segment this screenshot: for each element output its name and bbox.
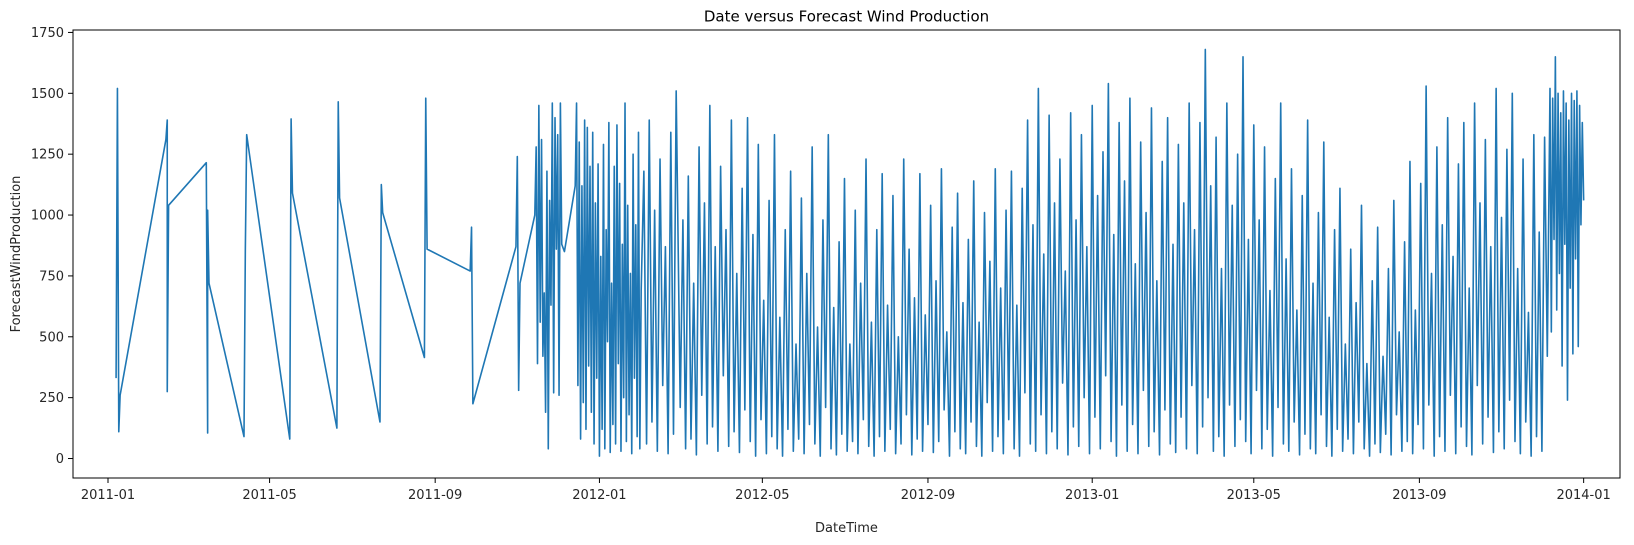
y-tick-label: 1750 <box>31 26 64 41</box>
y-tick-label: 1250 <box>31 148 64 163</box>
x-tick-label: 2013-09 <box>1392 488 1446 503</box>
y-tick-label: 750 <box>39 269 64 284</box>
series-layer <box>115 48 1585 457</box>
x-tick-label: 2013-05 <box>1227 488 1281 503</box>
x-tick-label: 2011-01 <box>81 488 135 503</box>
y-tick-label: 250 <box>39 391 64 406</box>
series-line-0 <box>115 48 1585 457</box>
x-tick-label: 2011-09 <box>408 488 462 503</box>
chart-title: Date versus Forecast Wind Production <box>704 8 989 26</box>
x-tick-label: 2014-01 <box>1556 488 1610 503</box>
y-tick-label: 500 <box>39 330 64 345</box>
y-axis-ticks: 0 250 500 750 1000 1250 1500 1750 <box>31 26 73 467</box>
y-tick-label: 0 <box>56 452 64 467</box>
x-tick-label: 2013-01 <box>1065 488 1119 503</box>
y-tick-label: 1000 <box>31 209 64 224</box>
plot-area <box>72 29 1621 479</box>
y-axis-title: ForecastWindProduction <box>9 176 24 333</box>
x-tick-label: 2012-09 <box>901 488 955 503</box>
x-tick-label: 2011-05 <box>242 488 296 503</box>
plot-frame <box>72 29 1621 479</box>
x-axis-title: DateTime <box>815 521 878 536</box>
x-tick-label: 2012-05 <box>735 488 789 503</box>
x-tick-label: 2012-01 <box>572 488 626 503</box>
y-tick-label: 1500 <box>31 87 64 102</box>
x-axis-ticks: 2011-01 2011-05 2011-09 2012-01 2012-05 2012-… <box>81 478 1611 503</box>
